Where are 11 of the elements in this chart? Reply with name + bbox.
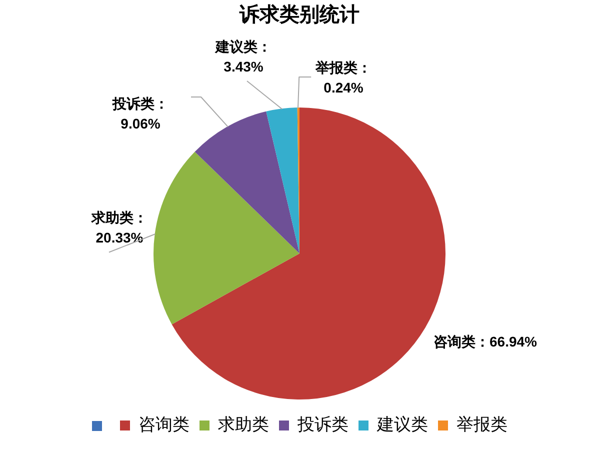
data-label: 投诉类：9.06%: [112, 95, 168, 132]
data-label: 建议类：3.43%: [214, 38, 272, 74]
data-label: 咨询类：66.94%: [434, 333, 538, 350]
legend-label: 举报类: [456, 414, 508, 435]
chart-title: 诉求类别统计: [238, 2, 360, 26]
legend-label: 求助类: [218, 414, 269, 435]
legend-label: 咨询类: [138, 414, 190, 435]
data-label: 求助类：20.33%: [90, 209, 148, 246]
legend-label: 建议类: [376, 414, 428, 435]
legend-label: 投诉类: [296, 414, 348, 435]
data-label: 举报类：0.24%: [314, 59, 372, 96]
